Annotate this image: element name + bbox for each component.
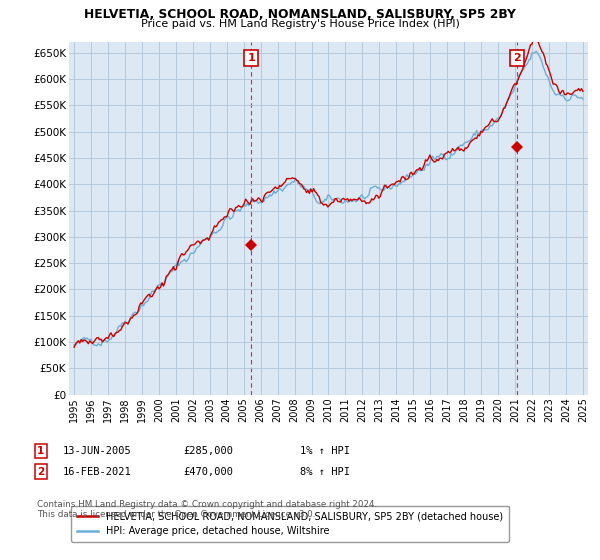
- Text: 2: 2: [513, 53, 521, 63]
- Text: 1% ↑ HPI: 1% ↑ HPI: [300, 446, 350, 456]
- Text: 16-FEB-2021: 16-FEB-2021: [63, 466, 132, 477]
- Legend: HELVETIA, SCHOOL ROAD, NOMANSLAND, SALISBURY, SP5 2BY (detached house), HPI: Ave: HELVETIA, SCHOOL ROAD, NOMANSLAND, SALIS…: [71, 506, 509, 542]
- Text: £470,000: £470,000: [183, 466, 233, 477]
- Text: Contains HM Land Registry data © Crown copyright and database right 2024.
This d: Contains HM Land Registry data © Crown c…: [37, 500, 377, 519]
- Text: 2: 2: [37, 466, 44, 477]
- Text: 8% ↑ HPI: 8% ↑ HPI: [300, 466, 350, 477]
- Text: 1: 1: [37, 446, 44, 456]
- Text: HELVETIA, SCHOOL ROAD, NOMANSLAND, SALISBURY, SP5 2BY: HELVETIA, SCHOOL ROAD, NOMANSLAND, SALIS…: [84, 8, 516, 21]
- Text: 1: 1: [247, 53, 255, 63]
- Text: £285,000: £285,000: [183, 446, 233, 456]
- Text: Price paid vs. HM Land Registry's House Price Index (HPI): Price paid vs. HM Land Registry's House …: [140, 19, 460, 29]
- Text: 13-JUN-2005: 13-JUN-2005: [63, 446, 132, 456]
